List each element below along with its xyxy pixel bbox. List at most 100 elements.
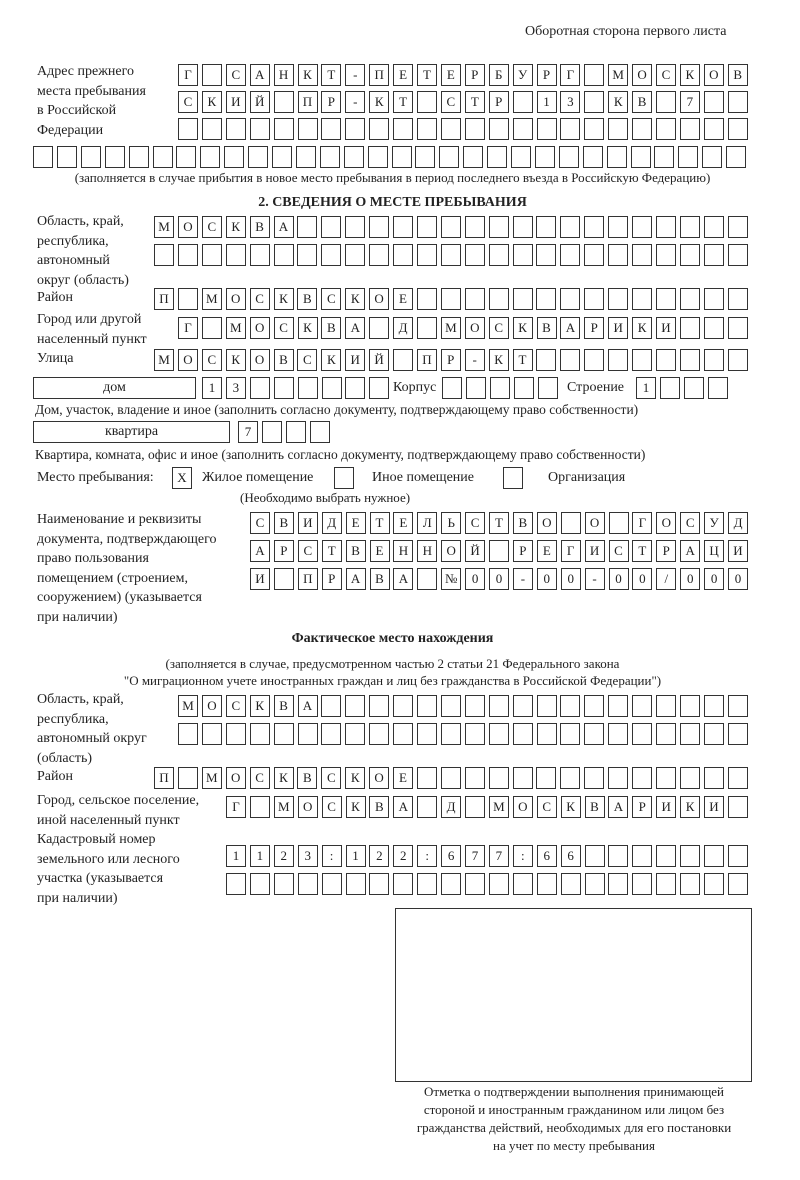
char-cell[interactable] xyxy=(536,723,557,745)
char-cell[interactable]: Р xyxy=(536,64,557,86)
char-cell[interactable] xyxy=(632,244,652,266)
char-cell[interactable] xyxy=(319,146,340,168)
char-cell[interactable] xyxy=(201,723,222,745)
char-cell[interactable]: 2 xyxy=(369,845,390,867)
char-cell[interactable] xyxy=(249,118,270,140)
char-cell[interactable] xyxy=(416,244,437,266)
char-cell[interactable] xyxy=(177,288,198,310)
char-cell[interactable] xyxy=(536,349,557,371)
char-cell[interactable] xyxy=(512,118,533,140)
char-cell[interactable] xyxy=(608,873,629,895)
char-cell[interactable] xyxy=(345,216,366,238)
char-cell[interactable]: Т xyxy=(321,64,342,86)
char-cell[interactable]: 3 xyxy=(560,91,581,113)
char-cell[interactable] xyxy=(176,146,197,168)
char-cell[interactable]: С xyxy=(201,349,222,371)
char-cell[interactable] xyxy=(321,118,342,140)
char-cell[interactable]: Ь xyxy=(441,512,462,534)
char-cell[interactable]: 7 xyxy=(465,845,485,867)
char-cell[interactable]: К xyxy=(225,216,246,238)
char-cell[interactable]: Н xyxy=(417,540,438,562)
char-cell[interactable] xyxy=(273,244,294,266)
char-cell[interactable] xyxy=(261,421,282,443)
char-cell[interactable]: К xyxy=(632,317,653,339)
char-cell[interactable] xyxy=(703,288,724,310)
char-cell[interactable]: Р xyxy=(488,91,509,113)
char-cell[interactable] xyxy=(225,723,246,745)
char-cell[interactable]: В xyxy=(536,317,557,339)
char-cell[interactable] xyxy=(632,873,653,895)
char-cell[interactable]: Е xyxy=(393,288,413,310)
char-cell[interactable] xyxy=(226,873,246,895)
char-cell[interactable]: А xyxy=(345,568,366,590)
char-cell[interactable]: А xyxy=(297,695,318,717)
char-cell[interactable] xyxy=(704,845,724,867)
char-cell[interactable] xyxy=(345,118,366,140)
char-cell[interactable]: П xyxy=(369,64,390,86)
char-cell[interactable] xyxy=(393,873,414,895)
char-cell[interactable]: Т xyxy=(464,91,485,113)
char-cell[interactable]: С xyxy=(321,288,342,310)
char-cell[interactable]: И xyxy=(728,540,748,562)
char-cell[interactable] xyxy=(608,349,629,371)
char-cell[interactable]: А xyxy=(680,540,701,562)
char-cell[interactable]: О xyxy=(249,349,270,371)
char-cell[interactable]: К xyxy=(273,767,294,789)
char-cell[interactable] xyxy=(488,767,509,789)
char-cell[interactable] xyxy=(703,118,724,140)
char-cell[interactable] xyxy=(321,695,342,717)
char-cell[interactable]: К xyxy=(560,796,581,818)
char-cell[interactable]: 1 xyxy=(536,91,557,113)
char-cell[interactable]: № xyxy=(441,568,462,590)
char-cell[interactable]: С xyxy=(465,512,486,534)
char-cell[interactable]: П xyxy=(297,568,318,590)
char-cell[interactable] xyxy=(225,118,246,140)
char-cell[interactable] xyxy=(512,91,533,113)
char-cell[interactable]: С xyxy=(321,796,342,818)
char-cell[interactable]: 0 xyxy=(536,568,557,590)
char-cell[interactable] xyxy=(178,723,198,745)
char-cell[interactable] xyxy=(536,244,557,266)
char-cell[interactable]: О xyxy=(297,796,318,818)
char-cell[interactable]: Р xyxy=(584,317,605,339)
char-cell[interactable] xyxy=(417,796,438,818)
char-cell[interactable] xyxy=(584,723,605,745)
char-cell[interactable]: О xyxy=(177,216,198,238)
char-cell[interactable]: Е xyxy=(345,512,366,534)
char-cell[interactable]: С xyxy=(297,540,318,562)
char-cell[interactable]: 7 xyxy=(488,845,509,867)
char-cell[interactable] xyxy=(56,146,77,168)
char-cell[interactable]: Г xyxy=(178,317,198,339)
char-cell[interactable]: Р xyxy=(440,349,461,371)
char-cell[interactable] xyxy=(679,118,700,140)
char-cell[interactable] xyxy=(679,288,700,310)
char-cell[interactable] xyxy=(321,377,342,399)
char-cell[interactable]: 1 xyxy=(249,845,270,867)
char-cell[interactable] xyxy=(309,421,330,443)
char-cell[interactable] xyxy=(200,146,221,168)
char-cell[interactable] xyxy=(417,568,438,590)
char-cell[interactable]: Т xyxy=(321,540,342,562)
char-cell[interactable]: К xyxy=(201,91,222,113)
char-cell[interactable] xyxy=(464,244,485,266)
char-cell[interactable] xyxy=(416,288,437,310)
char-cell[interactable]: 0 xyxy=(489,568,509,590)
char-cell[interactable]: Й xyxy=(465,540,486,562)
char-cell[interactable]: : xyxy=(321,845,342,867)
char-cell[interactable] xyxy=(680,845,701,867)
char-cell[interactable]: О xyxy=(703,64,724,86)
char-cell[interactable]: - xyxy=(584,568,605,590)
char-cell[interactable] xyxy=(560,244,581,266)
char-cell[interactable] xyxy=(345,873,366,895)
char-cell[interactable] xyxy=(487,146,508,168)
char-cell[interactable] xyxy=(513,377,534,399)
char-cell[interactable]: И xyxy=(345,349,366,371)
char-cell[interactable] xyxy=(464,767,485,789)
stay-checkbox-organization[interactable] xyxy=(503,467,523,489)
char-cell[interactable] xyxy=(606,146,627,168)
char-cell[interactable]: А xyxy=(560,317,581,339)
char-cell[interactable]: В xyxy=(584,796,605,818)
char-cell[interactable] xyxy=(534,146,555,168)
char-cell[interactable]: А xyxy=(249,64,270,86)
char-cell[interactable] xyxy=(489,540,509,562)
